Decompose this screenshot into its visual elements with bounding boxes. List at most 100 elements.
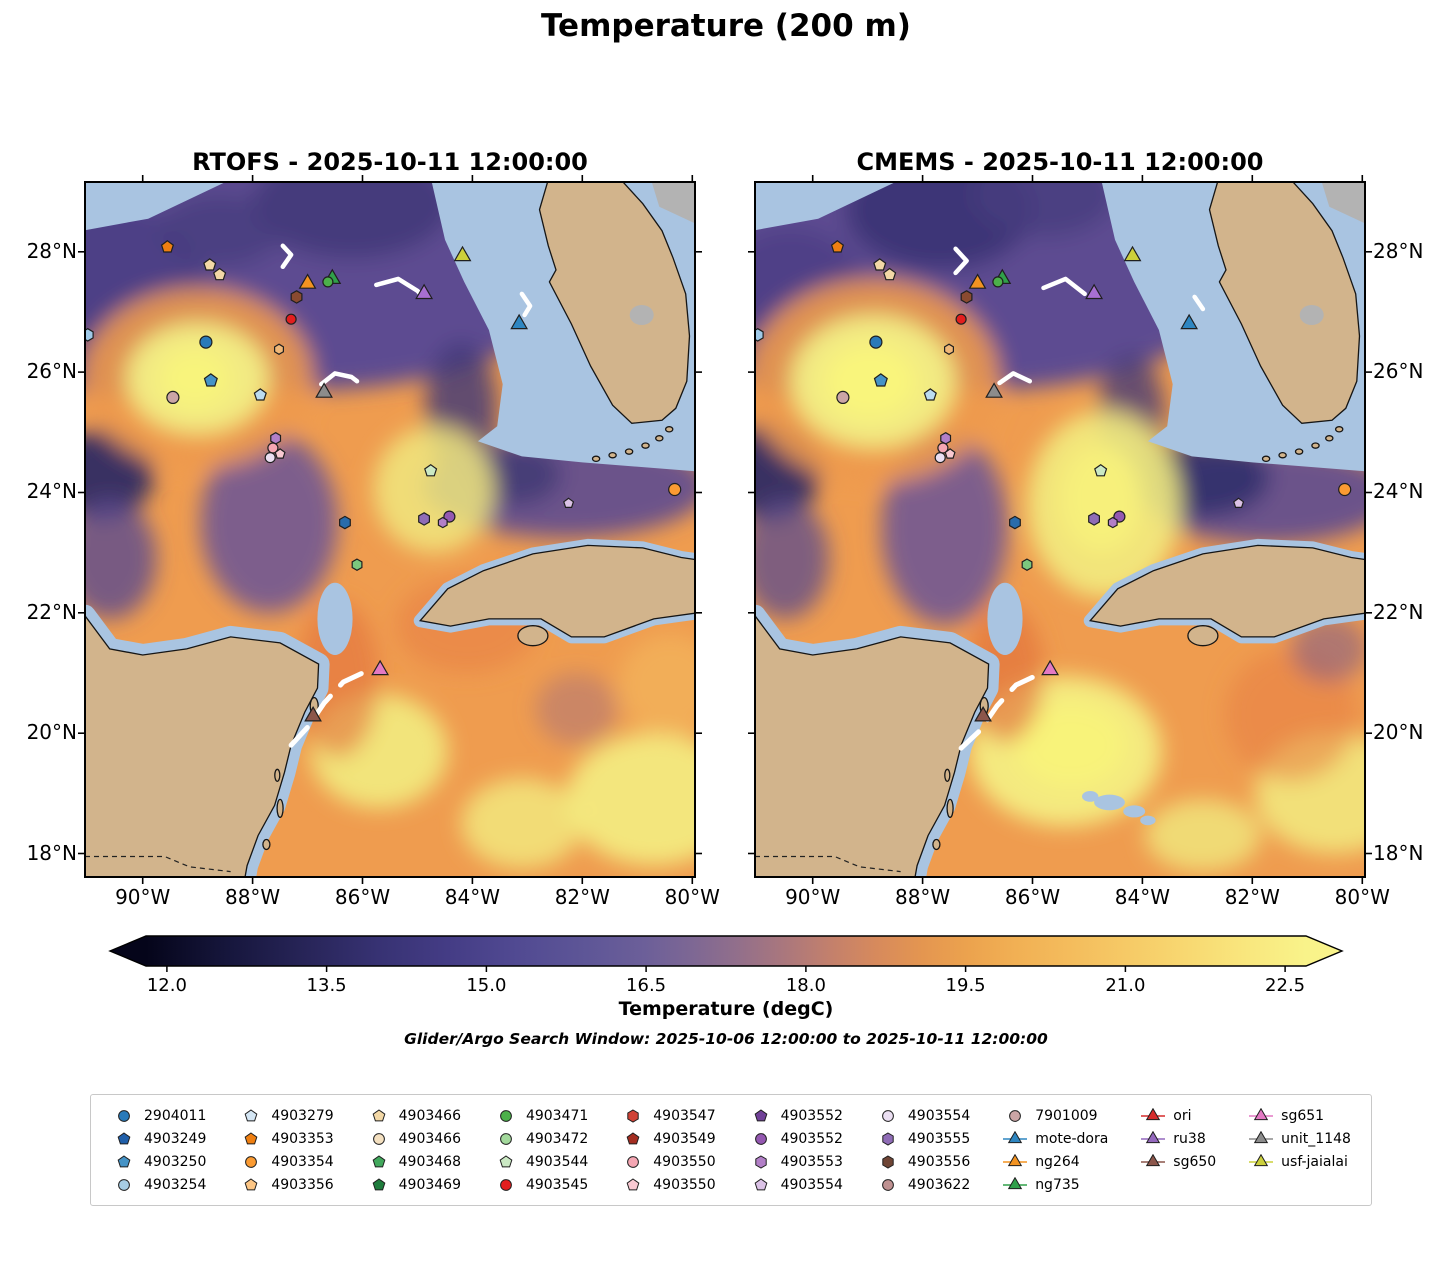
lon-tick-label: 88°W (894, 885, 951, 909)
cuba-land (418, 544, 695, 638)
legend-label: sg651 (1281, 1107, 1325, 1124)
legend-entry: 4903279 (238, 1104, 334, 1127)
pentagon-marker-icon (117, 1154, 131, 1167)
legend-label: unit_1148 (1281, 1130, 1351, 1147)
svg-text:15.0: 15.0 (466, 975, 506, 996)
circle-marker-icon (372, 1132, 385, 1145)
map-rtofs (78, 175, 702, 884)
legend-column: 4903547 4903549 4903550 4903550 (620, 1104, 716, 1196)
pentagon-marker-icon (626, 1177, 640, 1190)
lake-okeechobee (1299, 305, 1324, 325)
legend-label: 4903356 (271, 1176, 334, 1193)
map-cmems (748, 175, 1372, 884)
lake-okeechobee (629, 305, 654, 325)
legend-entry: 4903622 (875, 1173, 970, 1196)
legend-label: 4903466 (398, 1107, 461, 1124)
legend-label: 4903472 (525, 1130, 589, 1147)
lat-tick-label: 18°N (26, 840, 77, 865)
legend-entry: 4903250 (111, 1150, 206, 1173)
legend-label: 4903254 (144, 1176, 207, 1193)
panel-title-cmems: CMEMS - 2025-10-11 12:00:00 (856, 148, 1264, 176)
lat-tick-label: 22°N (1373, 599, 1424, 624)
svg-text:22.5: 22.5 (1265, 975, 1305, 996)
legend-entry: 4903555 (875, 1127, 970, 1150)
triangle-marker-icon (1249, 1153, 1274, 1166)
legend: 2904011 4903249 4903250 4903254 4903279 49033… (90, 1094, 1372, 1206)
map-content (85, 182, 695, 877)
legend-entry: 4903544 (493, 1150, 588, 1173)
triangle-marker-icon (1003, 1130, 1028, 1143)
legend-label: 4903545 (525, 1176, 589, 1193)
legend-label: mote-dora (1035, 1130, 1109, 1147)
pentagon-marker-icon (372, 1177, 386, 1190)
front-contour (288, 670, 365, 748)
lat-tick-label: 26°N (1373, 359, 1424, 384)
legend-entry: 4903553 (748, 1150, 843, 1173)
map-panel-rtofs: RTOFS - 2025-10-11 12:00:00 28°N 26°N 24°N… (27, 146, 720, 909)
lat-tick-label: 28°N (26, 238, 77, 263)
lon-tick-label: 80°W (664, 885, 720, 909)
svg-text:21.0: 21.0 (1105, 975, 1145, 996)
front-contour (1192, 294, 1206, 312)
front-contour (997, 371, 1033, 386)
legend-column: 4903279 4903353 4903354 4903356 (238, 1104, 334, 1196)
lon-tick-label: 90°W (785, 885, 841, 909)
yucatan-mexico-land (85, 614, 320, 877)
legend-column: sg651 unit_1148 usf-jaialai (1248, 1104, 1351, 1196)
pentagon-marker-icon (754, 1177, 767, 1190)
legend-label: ng264 (1035, 1153, 1080, 1170)
triangle-marker-icon (1141, 1130, 1166, 1143)
legend-label: usf-jaialai (1281, 1153, 1348, 1170)
legend-label: sg650 (1173, 1153, 1217, 1170)
pentagon-marker-icon (244, 1108, 258, 1121)
colorbar-over-arrow (1306, 936, 1342, 966)
legend-entry: 4903556 (875, 1150, 970, 1173)
legend-entry: ng264 (1002, 1150, 1108, 1173)
figure-title: Temperature (200 m) (541, 8, 911, 44)
pentagon-marker-icon (117, 1131, 131, 1144)
svg-text:18.0: 18.0 (786, 975, 826, 996)
front-contour (958, 673, 1038, 751)
legend-label: 4903354 (271, 1153, 334, 1170)
triangle-marker-icon (1003, 1153, 1028, 1166)
legend-label: 4903550 (653, 1176, 716, 1193)
lon-tick-label: 88°W (224, 885, 281, 909)
legend-entry: mote-dora (1002, 1127, 1108, 1150)
colorbar-svg: 12.0 13.5 15.0 16.5 18.0 19.5 21.0 22.5 (108, 935, 1344, 996)
legend-label: 4903249 (144, 1130, 207, 1147)
panel-title-rtofs: RTOFS - 2025-10-11 12:00:00 (192, 148, 588, 176)
legend-entry: 4903472 (493, 1127, 588, 1150)
legend-label: 4903552 (780, 1107, 843, 1124)
legend-label: 4903622 (907, 1176, 971, 1193)
legend-entry: usf-jaialai (1248, 1150, 1351, 1173)
legend-label: 4903555 (907, 1130, 971, 1147)
legend-label: 4903554 (907, 1107, 971, 1124)
legend-entry: 4903545 (493, 1173, 588, 1196)
front-contour (1041, 276, 1087, 297)
lon-tick-label: 86°W (334, 885, 391, 909)
triangle-marker-icon (1141, 1107, 1166, 1120)
legend-entry: 4903471 (493, 1104, 588, 1127)
pentagon-marker-icon (372, 1108, 386, 1121)
legend-entry: unit_1148 (1248, 1127, 1351, 1150)
circle-marker-icon (118, 1178, 130, 1191)
legend-column: 7901009 mote-dora ng264 ng735 (1002, 1104, 1108, 1196)
legend-entry: 4903547 (620, 1104, 716, 1127)
legend-entry: 4903354 (238, 1150, 334, 1173)
legend-entry: 4903549 (620, 1127, 716, 1150)
border-dashed-line (85, 855, 231, 873)
florida-land (538, 182, 691, 424)
legend-entry: 4903552 (748, 1127, 843, 1150)
svg-text:12.0: 12.0 (147, 975, 187, 996)
front-contour (280, 243, 294, 270)
platform-markers (755, 240, 1352, 722)
lat-tick-label: 24°N (1373, 479, 1424, 504)
colorbar: 12.0 13.5 15.0 16.5 18.0 19.5 21.0 22.5 (106, 934, 1346, 996)
lat-tick-label: 28°N (1373, 238, 1424, 263)
legend-label: 2904011 (144, 1107, 207, 1124)
pentagon-marker-icon (754, 1108, 767, 1121)
atlantic-nodata-patch (1321, 182, 1365, 224)
legend-entry: sg651 (1248, 1104, 1351, 1127)
hexagon-marker-icon (627, 1108, 639, 1123)
